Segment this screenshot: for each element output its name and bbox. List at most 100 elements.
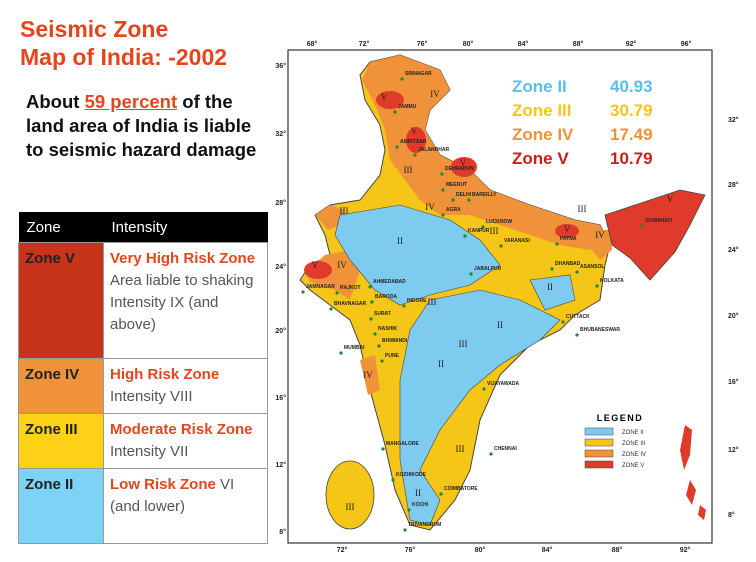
city-label: MEERUT xyxy=(446,182,467,188)
zone-mark: IV xyxy=(337,260,347,270)
city-label: GUWAHATI xyxy=(645,218,672,224)
city-dot xyxy=(393,110,397,114)
zone-mark: V xyxy=(312,260,319,270)
zone-share: 40.93 xyxy=(610,77,653,96)
city-dot xyxy=(377,344,381,348)
city-dot xyxy=(440,172,444,176)
city-dot xyxy=(380,359,384,363)
city-dot xyxy=(550,267,554,271)
city-dot xyxy=(499,244,503,248)
latitude-label: 8° xyxy=(279,528,286,536)
zone-iv-area xyxy=(305,205,612,395)
city-label: AGRA xyxy=(446,207,461,213)
latitude-label: 28° xyxy=(728,181,739,189)
intensity-detail: Area liable to shaking Intensity IX (and… xyxy=(110,272,254,333)
city-label: KOZHIKODE xyxy=(396,472,427,478)
city-dot xyxy=(335,291,339,295)
intensity-cell: Moderate Risk Zone Intensity VII xyxy=(103,413,268,469)
city-dot xyxy=(400,77,404,81)
intro: of the land area of India is liable to s… xyxy=(26,91,257,160)
latitude-label: 24° xyxy=(275,263,286,271)
city-dot xyxy=(381,447,385,451)
longitude-label: 76° xyxy=(417,40,428,48)
zone-mark: III xyxy=(340,206,349,216)
city-label: SURAT xyxy=(374,311,391,317)
city-dot xyxy=(395,145,399,149)
city-dot xyxy=(391,478,395,482)
intensity-detail: Intensity VII xyxy=(110,443,189,460)
legend-label: ZONE IV xyxy=(622,452,646,458)
city-label: MUMBAI xyxy=(344,345,365,351)
city-dot xyxy=(469,272,473,276)
city-label: CHENNAI xyxy=(494,446,517,452)
city-dot xyxy=(555,242,559,246)
city-dot xyxy=(441,188,445,192)
longitude-label: 68° xyxy=(307,40,318,48)
zone-v-area xyxy=(604,189,706,281)
longitude-label: 88° xyxy=(612,546,623,554)
city-dot xyxy=(439,492,443,496)
latitude-label: 12° xyxy=(275,461,286,469)
longitude-label: 84° xyxy=(542,546,553,554)
city-dot xyxy=(369,317,373,321)
highlight: 59 percent xyxy=(84,91,178,112)
city-label: COIMBATORE xyxy=(444,486,478,492)
city-dot xyxy=(413,153,417,157)
zone-share: 10.79 xyxy=(610,149,653,168)
risk-label: Very High Risk Zone xyxy=(110,250,256,267)
zone-mark: II xyxy=(415,488,421,498)
zone-mark: III xyxy=(490,226,499,236)
longitude-label: 92° xyxy=(626,40,637,48)
zone-mark: III xyxy=(346,502,355,512)
zone-cell: Zone II xyxy=(18,468,104,544)
city-label: VARANASI xyxy=(504,238,530,244)
zone-mark: III xyxy=(459,339,468,349)
latitude-label: 28° xyxy=(275,199,286,207)
city-label: KANPUR xyxy=(468,228,490,234)
intensity-cell: High Risk Zone Intensity VIII xyxy=(103,358,268,414)
city-label: BHAVNAGAR xyxy=(334,301,367,307)
city-label: ASANSOL xyxy=(580,264,604,270)
zone-name: Zone V xyxy=(512,149,569,168)
legend-label: ZONE II xyxy=(622,430,644,436)
city-label: JAMNAGAR xyxy=(306,284,335,290)
city-label: TRIVANDRUM xyxy=(408,522,441,528)
intensity-cell: Very High Risk Zone Area liable to shaki… xyxy=(103,242,268,359)
city-label: DEHRADUN xyxy=(445,166,474,172)
intro: About xyxy=(26,91,80,112)
zone-mark: III xyxy=(578,204,587,214)
risk-label: High Risk Zone xyxy=(110,366,220,383)
city-label: BARODA xyxy=(375,294,397,300)
city-label: LUCKNOW xyxy=(486,219,512,225)
zone-name: Zone IV xyxy=(512,125,574,144)
zone-mark: V xyxy=(564,224,571,234)
city-label: RAJKOT xyxy=(340,285,361,291)
city-label: SRINAGAR xyxy=(405,71,432,77)
city-label: KOLKATA xyxy=(600,278,624,284)
latitude-label: 16° xyxy=(275,394,286,402)
zone-mark: III xyxy=(456,444,465,454)
city-dot xyxy=(441,213,445,217)
city-label: PATNA xyxy=(560,236,577,242)
latitude-label: 32° xyxy=(728,116,739,124)
latitude-label: 20° xyxy=(728,312,739,320)
zone-ii-area xyxy=(529,274,576,311)
slide-title: Map of India: -2002 xyxy=(20,44,228,70)
city-dot xyxy=(451,198,455,202)
zone-v-area xyxy=(555,224,579,238)
zone-cell: Zone V xyxy=(18,242,104,359)
longitude-label: 88° xyxy=(573,40,584,48)
city-label: CUTTACK xyxy=(566,314,590,320)
table-row: Zone V Very High Risk Zone Area liable to… xyxy=(18,242,268,359)
city-label: KOCHI xyxy=(412,502,429,508)
city-label: BAREILLY xyxy=(472,192,497,198)
zone-mark: II xyxy=(438,359,444,369)
city-dot xyxy=(640,224,644,228)
latitude-label: 16° xyxy=(728,378,739,386)
city-dot xyxy=(482,387,486,391)
city-dot xyxy=(407,508,411,512)
lakshadweep xyxy=(325,460,375,530)
zone-mark: V xyxy=(381,92,388,102)
zone-mark: IV xyxy=(430,89,440,99)
